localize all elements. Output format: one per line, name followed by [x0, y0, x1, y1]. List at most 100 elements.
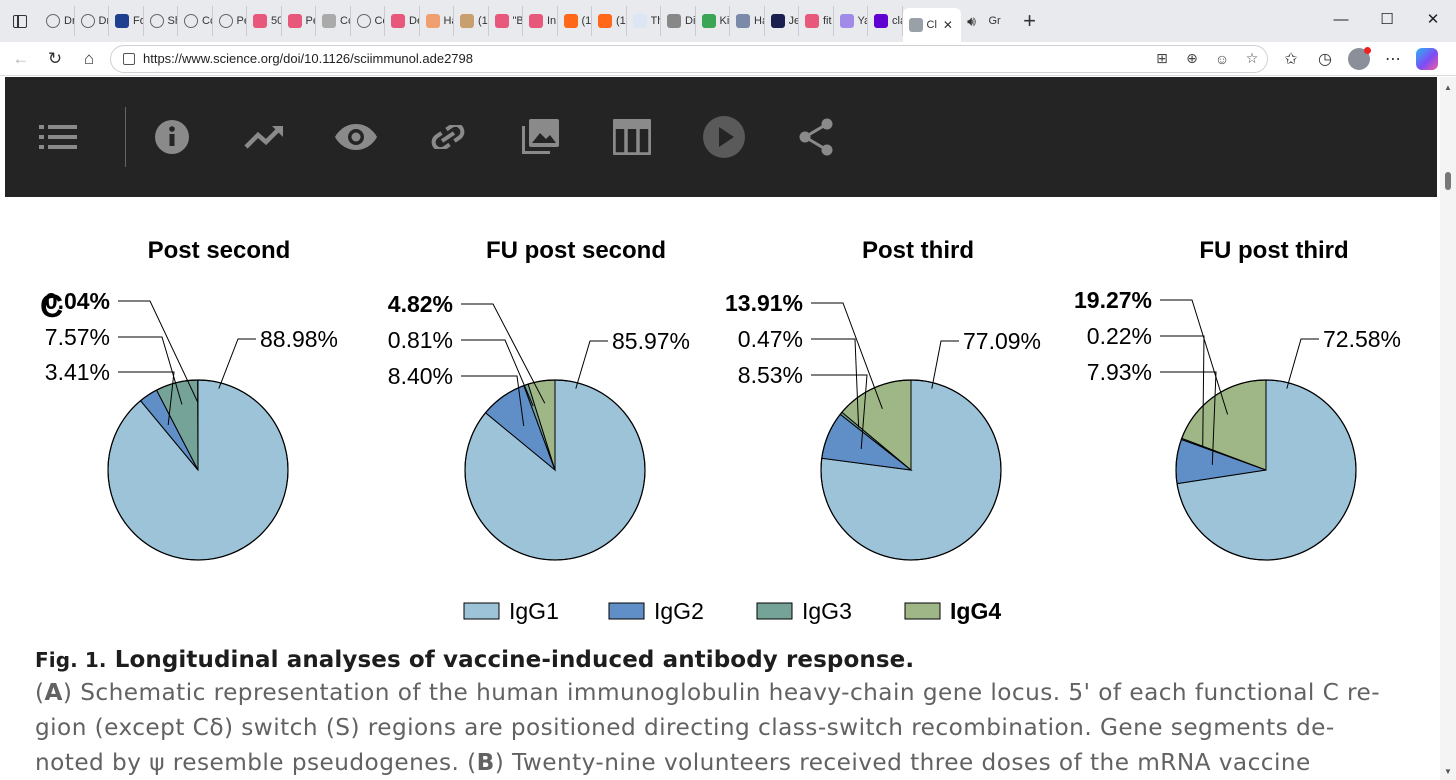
scroll-up-icon[interactable]: ▲	[1444, 83, 1452, 92]
copilot-button[interactable]	[1410, 43, 1444, 75]
scroll-thumb[interactable]	[1445, 172, 1451, 190]
tab-label: Th	[650, 15, 661, 27]
pie-label-igg1: 88.98%	[260, 326, 338, 352]
legend-label: IgG3	[802, 598, 852, 624]
scroll-down-icon[interactable]: ▼	[1444, 767, 1452, 776]
browser-tab[interactable]: Ha	[730, 6, 765, 36]
browser-tab[interactable]: In	[523, 6, 558, 36]
more-button[interactable]: ⋯	[1385, 50, 1401, 68]
picture-icon	[460, 14, 474, 28]
tables-button[interactable]	[586, 77, 678, 197]
pie-label-igg1: 85.97%	[612, 328, 690, 354]
table-icon	[613, 119, 651, 155]
tab-label: "Bl	[512, 15, 523, 27]
media-button[interactable]	[678, 77, 770, 197]
pie-outline	[464, 379, 646, 561]
leader-line	[811, 302, 883, 409]
caption-text: (	[35, 679, 45, 706]
share-icon	[799, 118, 833, 156]
yahoo-icon	[874, 14, 888, 28]
tab-label: (1(	[478, 15, 488, 27]
browser-tab[interactable]: Dr	[75, 6, 109, 36]
link-button[interactable]	[402, 77, 494, 197]
browser-tab[interactable]: Cc	[351, 6, 385, 36]
profile-button[interactable]	[1342, 43, 1376, 75]
favorite-star-icon[interactable]: ☆	[1245, 50, 1259, 66]
grid-icon	[425, 14, 440, 28]
tab-label: cla	[892, 15, 902, 27]
metrics-button[interactable]	[218, 77, 310, 197]
seal-icon	[322, 14, 336, 28]
view-button[interactable]	[310, 77, 402, 197]
tab-list: Dr Dr Fo Sh Cc Pe 50 Pe Cc Cc De Ha (1("Bl In (1((1(Th…	[40, 0, 961, 42]
youtube-icon	[805, 14, 819, 28]
share-button[interactable]	[770, 77, 862, 197]
browser-tab[interactable]: Dr	[40, 6, 75, 36]
refresh-button[interactable]: ↻	[47, 48, 63, 68]
browser-tab[interactable]: 50	[247, 6, 282, 36]
browser-tab[interactable]: "Bl	[489, 6, 523, 36]
app-available-icon[interactable]: ⊞	[1156, 50, 1168, 66]
caption-text: noted by ψ resemble pseudogenes. (	[35, 749, 477, 776]
active-tab[interactable]: Cl ✕	[902, 8, 961, 42]
toolbar-divider	[125, 107, 126, 167]
page-scrollbar[interactable]: ▲ ▼	[1440, 77, 1456, 780]
tab-after[interactable]: Gr	[983, 6, 1011, 36]
browser-tab[interactable]: Pe	[213, 6, 247, 36]
close-window-button[interactable]: ✕	[1426, 11, 1440, 28]
leader-line	[1160, 335, 1205, 447]
pie-label-igg2: 8.40%	[388, 363, 453, 389]
caption-title-text: Longitudinal analyses of vaccine-induced…	[114, 647, 915, 673]
globe-icon	[149, 14, 164, 28]
browser-tab[interactable]: Cc	[316, 6, 351, 36]
list-icon	[39, 125, 77, 149]
favorites-button[interactable]: ✩	[1284, 50, 1298, 68]
tab-label: fit	[823, 15, 832, 27]
address-bar[interactable]: https://www.science.org/doi/10.1126/scii…	[110, 44, 1268, 73]
browser-tab[interactable]: Sh	[144, 6, 178, 36]
browser-tab[interactable]: cla	[868, 6, 903, 36]
maximize-button[interactable]: ☐	[1380, 11, 1394, 28]
browser-tab[interactable]: Ya	[834, 6, 868, 36]
browser-tab[interactable]: Pe	[282, 6, 316, 36]
leader-line	[575, 340, 608, 389]
contents-menu-button[interactable]	[5, 77, 111, 197]
figures-button[interactable]	[494, 77, 586, 197]
legend-swatch-igg3	[756, 602, 793, 620]
browser-tab[interactable]: Fo	[109, 6, 144, 36]
browser-tab[interactable]: (1(	[558, 6, 592, 36]
youtube-icon	[391, 14, 405, 28]
browser-tab[interactable]: Kir	[696, 6, 730, 36]
minimize-button[interactable]: —	[1333, 10, 1349, 28]
new-tab-button[interactable]: +	[1023, 8, 1036, 33]
browser-tab[interactable]: Je	[765, 6, 799, 36]
tab-actions-button[interactable]	[0, 0, 40, 42]
tab-label: Fo	[133, 15, 143, 27]
legend-swatch-igg2	[608, 602, 645, 620]
speaker-icon[interactable]: 🔊︎	[967, 12, 976, 29]
browser-tab[interactable]: De	[385, 6, 420, 36]
browser-tab[interactable]: Th	[627, 6, 661, 36]
history-button[interactable]: ◷	[1318, 50, 1332, 68]
reader-icon[interactable]: ☺	[1214, 50, 1230, 67]
browser-tab[interactable]: (1(	[454, 6, 489, 36]
substack-icon	[598, 14, 612, 28]
jet-icon	[770, 14, 785, 28]
browser-tab[interactable]: Di	[661, 6, 696, 36]
tab-label: Di	[685, 15, 695, 27]
zoom-icon[interactable]: ⊕	[1186, 50, 1198, 66]
back-button[interactable]: ←	[12, 48, 30, 68]
tab-label: Kir	[719, 15, 730, 27]
leader-line	[1286, 338, 1319, 389]
pie-label-igg2: 3.41%	[45, 359, 110, 385]
browser-tab[interactable]: fit	[799, 6, 834, 36]
home-button[interactable]: ⌂	[83, 48, 95, 68]
close-tab-icon[interactable]: ✕	[942, 18, 953, 32]
browser-tab[interactable]: Cc	[178, 6, 213, 36]
browser-tab[interactable]: Ha	[420, 6, 454, 36]
caption-text: ) Twenty-nine volunteers received three …	[494, 749, 1311, 776]
tab-label: Je	[788, 15, 799, 27]
info-button[interactable]	[126, 77, 218, 197]
dd-icon	[667, 14, 681, 28]
browser-tab[interactable]: (1(	[592, 6, 627, 36]
